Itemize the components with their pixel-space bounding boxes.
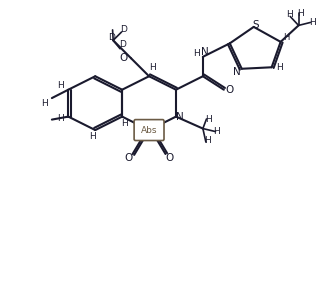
Text: Abs: Abs [141, 126, 157, 135]
Text: H: H [89, 132, 96, 141]
Text: N: N [176, 112, 183, 122]
Text: H: H [309, 18, 315, 27]
Text: N: N [200, 47, 208, 57]
Text: H: H [193, 49, 200, 58]
Text: N: N [233, 67, 241, 77]
Text: H: H [121, 119, 128, 128]
Text: H: H [205, 115, 212, 124]
Text: S: S [252, 19, 259, 30]
FancyBboxPatch shape [134, 120, 164, 141]
Text: D: D [119, 40, 126, 49]
Text: H: H [57, 81, 64, 90]
Text: O: O [124, 153, 132, 163]
Text: H: H [286, 10, 293, 19]
Text: H: H [284, 33, 290, 42]
Text: H: H [204, 136, 211, 145]
Text: D: D [120, 25, 127, 34]
Text: H: H [41, 99, 48, 108]
Text: H: H [149, 63, 155, 72]
Text: O: O [166, 153, 174, 163]
Text: H: H [57, 114, 64, 123]
Text: O: O [119, 53, 128, 63]
Text: H: H [213, 127, 220, 136]
Text: D: D [108, 33, 115, 42]
Text: H: H [276, 63, 283, 72]
Text: H: H [297, 9, 303, 18]
Text: O: O [225, 85, 233, 95]
